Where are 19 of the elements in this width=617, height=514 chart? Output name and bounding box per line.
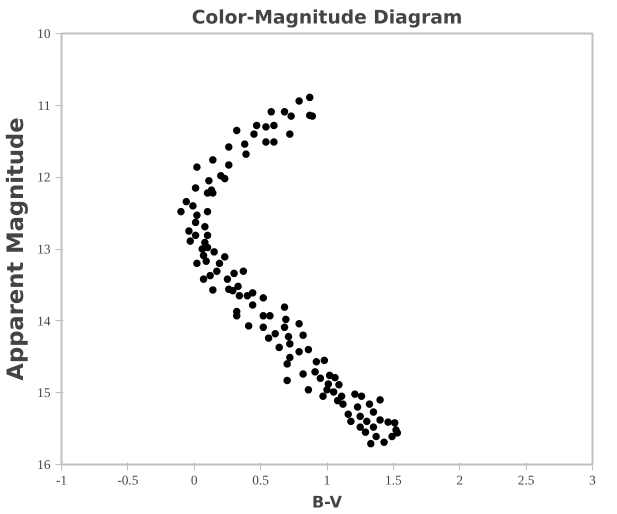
y-tick-label: 14 <box>37 313 51 328</box>
y-tick-label: 16 <box>37 457 51 472</box>
x-tick-label: -0.5 <box>117 472 139 488</box>
x-tick-label: 2.5 <box>518 472 535 488</box>
x-tick-label: 1.5 <box>385 472 402 488</box>
y-tick-label: 10 <box>37 26 51 41</box>
y-tick-label: 11 <box>38 98 51 113</box>
y-tick-label: 12 <box>37 170 50 185</box>
y-axis-title: Apparent Magnitude <box>3 117 30 381</box>
chart-title: Color-Magnitude Diagram <box>192 8 462 28</box>
x-tick-label: 0 <box>190 472 198 488</box>
x-tick-label: 0.5 <box>252 472 270 488</box>
x-axis-title: B-V <box>312 492 343 512</box>
x-tick-label: 2 <box>456 472 464 488</box>
y-tick-label: 15 <box>37 385 51 400</box>
y-tick-label: 13 <box>37 242 51 256</box>
x-tick-label: 3 <box>589 472 596 488</box>
x-tick-label: -1 <box>56 472 68 488</box>
x-tick-label: 1 <box>324 472 330 488</box>
